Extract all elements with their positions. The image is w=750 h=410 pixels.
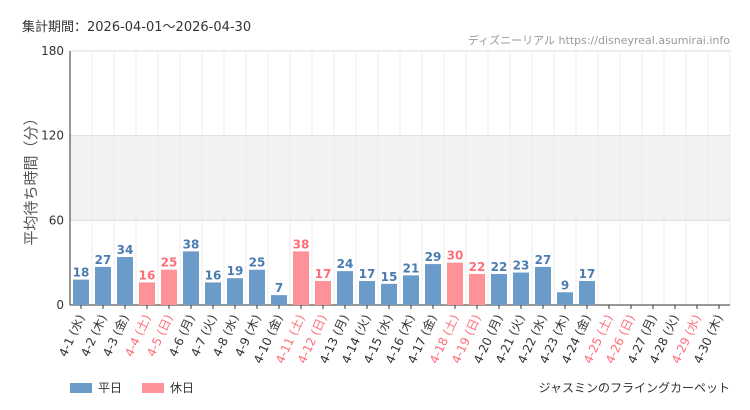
bar	[513, 272, 529, 305]
data-label: 21	[403, 261, 420, 275]
bar	[403, 275, 419, 305]
data-label: 23	[513, 259, 530, 273]
data-label: 17	[359, 267, 376, 281]
y-tick-label: 120	[41, 129, 64, 143]
data-label: 18	[73, 266, 90, 280]
bar	[95, 266, 111, 305]
bar	[579, 281, 595, 305]
data-label: 34	[117, 243, 134, 257]
data-label: 17	[579, 267, 596, 281]
data-label: 27	[535, 253, 552, 267]
bar	[73, 279, 89, 305]
bar	[381, 283, 397, 305]
bar	[205, 282, 221, 305]
aggregation-period: 集計期間：2026-04-01～2026-04-30	[22, 20, 252, 35]
bar	[557, 292, 573, 305]
bar	[447, 262, 463, 305]
bar	[271, 295, 287, 305]
data-label: 17	[315, 267, 332, 281]
legend-swatch-weekday	[70, 382, 92, 393]
data-label: 19	[227, 264, 244, 278]
bar	[425, 264, 441, 305]
data-label: 29	[425, 250, 442, 264]
data-label: 38	[183, 237, 200, 251]
bar	[161, 269, 177, 305]
data-label: 25	[249, 256, 266, 270]
legend-label-weekday: 平日	[98, 381, 123, 395]
y-axis-title: 平均待ち時間（分）	[22, 110, 40, 245]
bar	[227, 278, 243, 305]
legend-item-weekday: 平日	[70, 379, 122, 396]
bar	[249, 269, 265, 305]
bar	[117, 257, 133, 305]
bar	[183, 251, 199, 305]
legend: 平日 休日	[70, 379, 194, 396]
data-label: 9	[561, 278, 569, 292]
data-label: 25	[161, 256, 178, 270]
bar	[315, 281, 331, 305]
data-label: 38	[293, 237, 310, 251]
y-tick-label: 0	[56, 298, 64, 312]
data-label: 22	[469, 260, 486, 274]
bar	[139, 282, 155, 305]
y-tick-label: 180	[41, 44, 64, 58]
data-label: 22	[491, 260, 508, 274]
data-label: 30	[447, 249, 464, 263]
bar	[293, 251, 309, 305]
legend-label-holiday: 休日	[170, 381, 195, 395]
data-label: 16	[139, 268, 156, 282]
bar	[359, 281, 375, 305]
data-label: 24	[337, 257, 354, 271]
legend-swatch-holiday	[142, 382, 165, 393]
bar	[535, 266, 551, 305]
source-credit: ディズニーリアル https://disneyreal.asumirai.inf…	[467, 34, 730, 47]
bar	[469, 273, 485, 305]
data-label: 15	[381, 270, 398, 284]
bar	[491, 273, 507, 305]
bar	[337, 271, 353, 305]
data-label: 27	[95, 253, 112, 267]
legend-item-holiday: 休日	[142, 379, 194, 396]
y-tick-label: 60	[49, 213, 64, 227]
data-label: 16	[205, 268, 222, 282]
data-label: 7	[275, 281, 283, 295]
attraction-name: ジャスミンのフライングカーペット	[538, 381, 730, 395]
